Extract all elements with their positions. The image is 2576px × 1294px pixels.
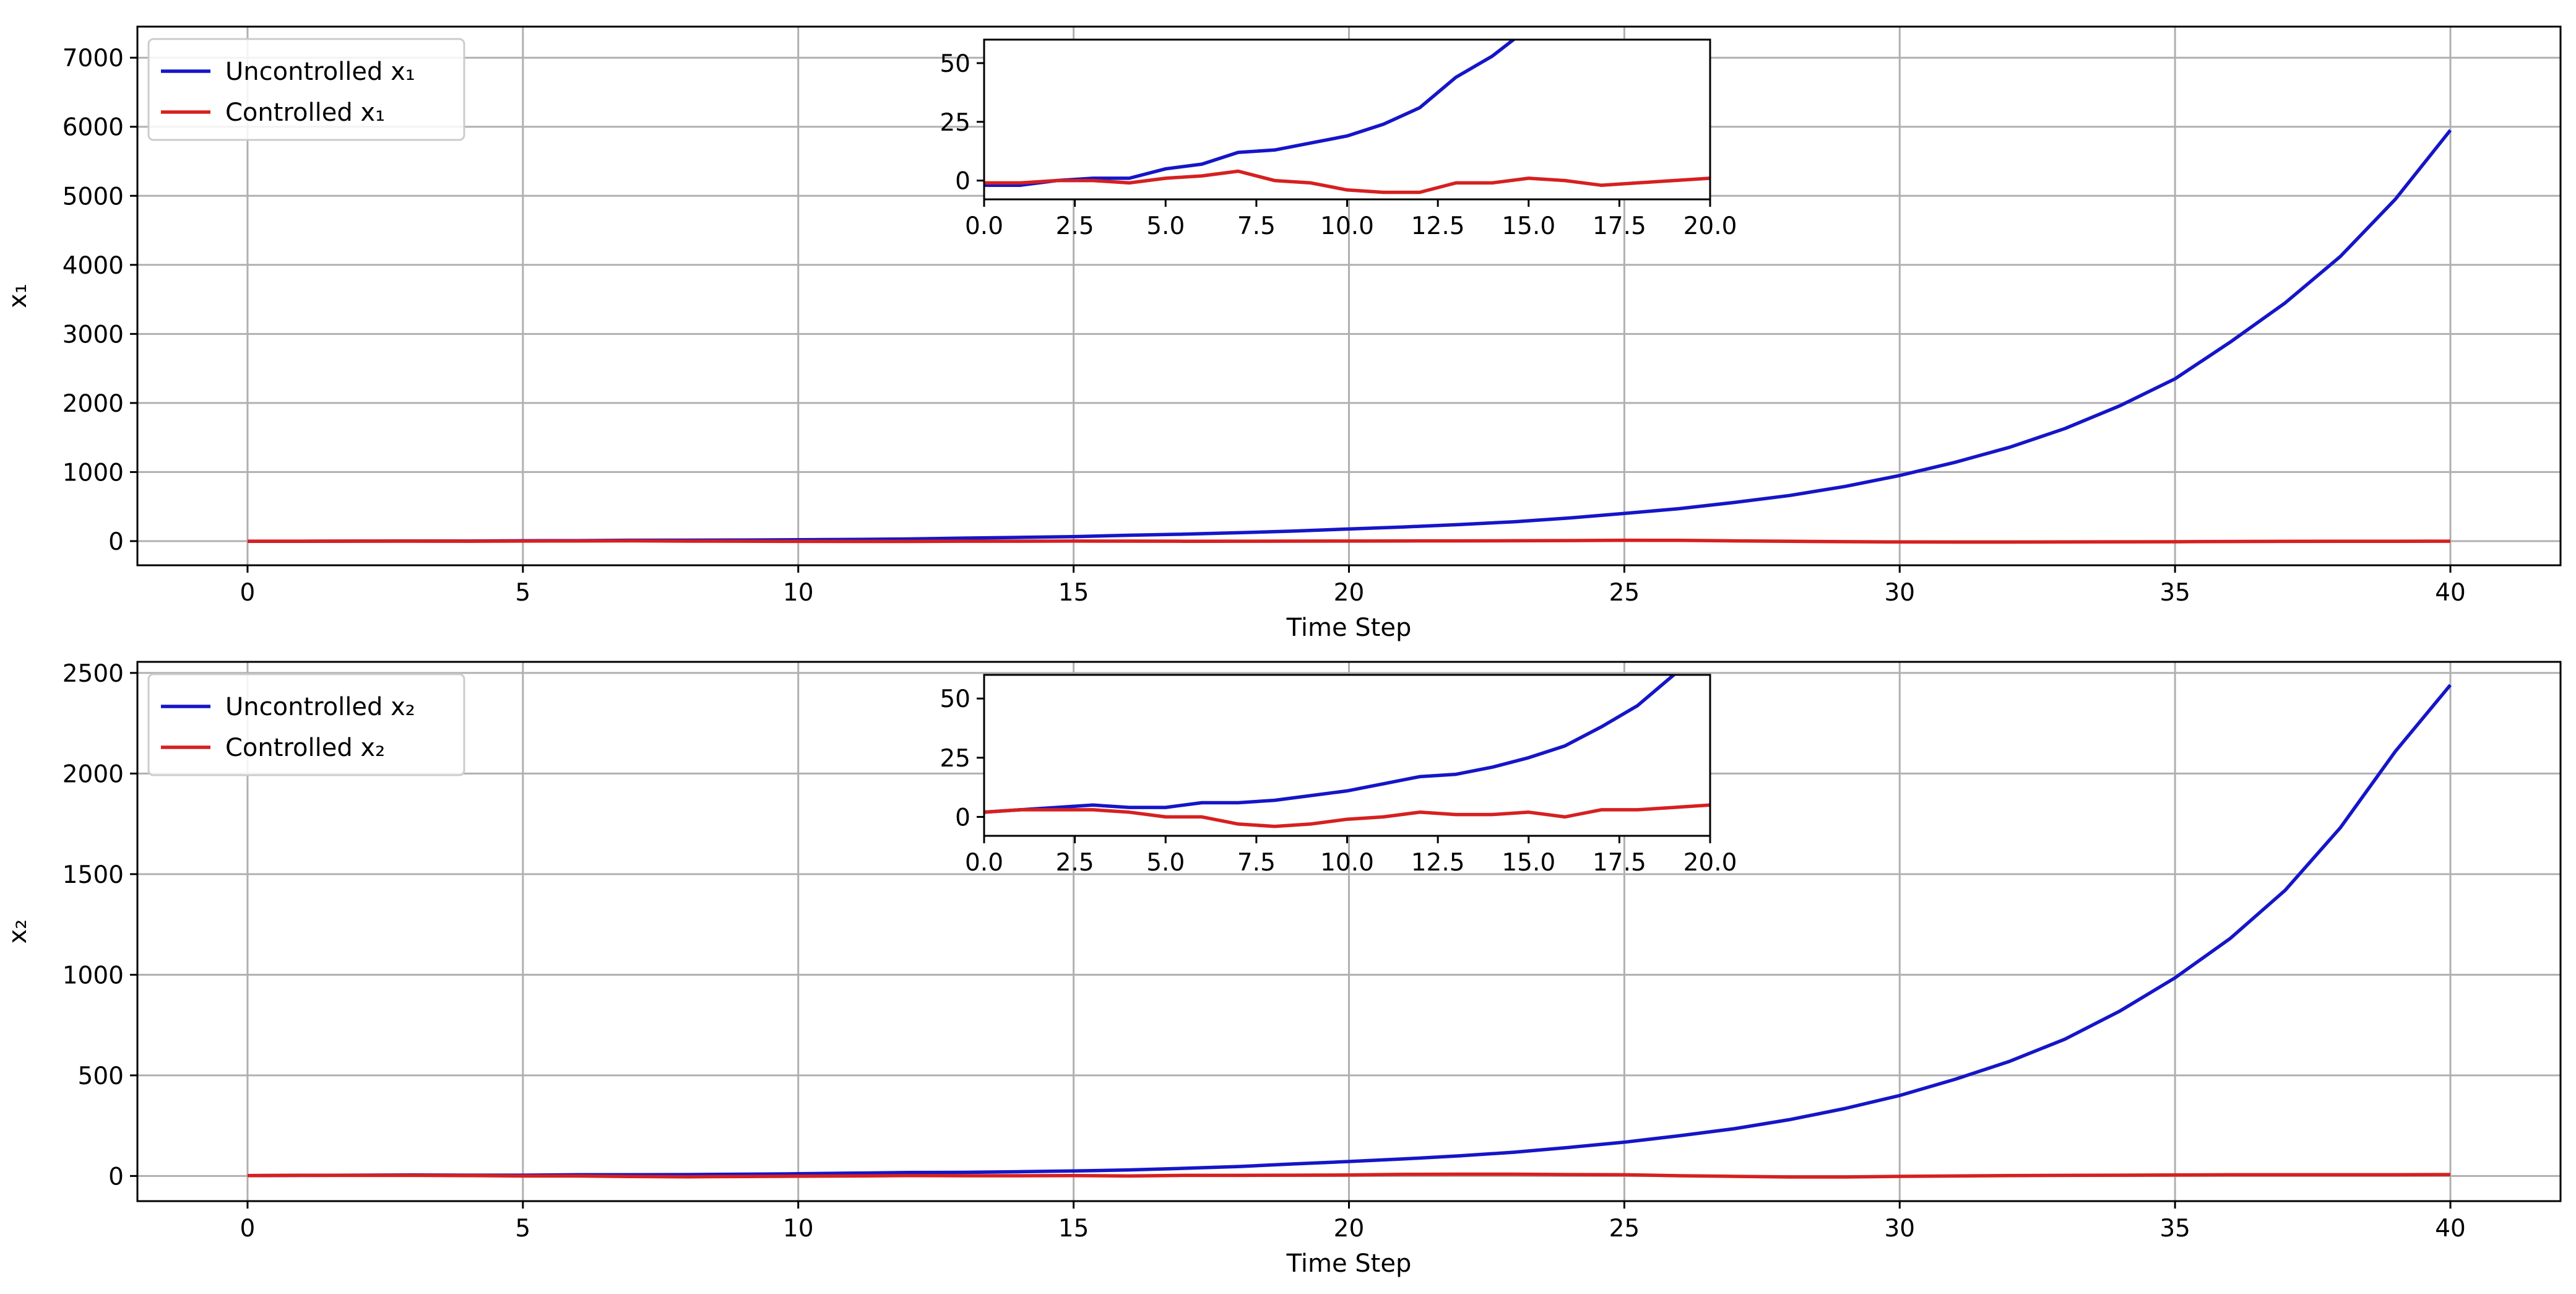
inset-uncontrolled-line: [984, 675, 1677, 814]
inset-x-tick-label: 7.5: [1237, 849, 1276, 877]
y-tick-label: 5000: [63, 183, 124, 211]
legend-box: [147, 673, 465, 776]
inset-x-tick-label: 15.0: [1502, 212, 1555, 240]
inset-x-tick-label: 12.5: [1411, 212, 1465, 240]
inset-x-tick-label: 7.5: [1237, 212, 1276, 240]
inset-x-tick-label: 10.0: [1320, 212, 1374, 240]
inset-x-tick-label: 20.0: [1683, 849, 1737, 877]
y-tick-label: 2000: [63, 760, 124, 788]
y-tick-label: 1500: [63, 861, 124, 889]
x-tick-label: 30: [1884, 1215, 1915, 1243]
y-axis-label: x₁: [4, 284, 32, 308]
x-tick-label: 35: [2159, 579, 2190, 607]
y-tick-label: 1000: [63, 459, 124, 487]
x-tick-label: 15: [1058, 579, 1089, 607]
x-tick-label: 30: [1884, 579, 1915, 607]
y-tick-label: 6000: [63, 114, 124, 142]
legend-label: Uncontrolled x₂: [225, 693, 415, 721]
inset-x-tick-label: 15.0: [1502, 849, 1555, 877]
inset-plot: 0.0 2.5 5.0 7.5 10.0 12.5 15.0 17.5 20.0 0 25 50: [940, 38, 1737, 240]
inset-x-tick-label: 12.5: [1411, 849, 1465, 877]
inset-x-tick-label: 0.0: [965, 849, 1003, 877]
controlled-series-line: [248, 538, 2451, 544]
inset-y-tick-label: 50: [940, 685, 970, 713]
y-tick-label: 1000: [63, 962, 124, 989]
legend: Uncontrolled x₂ Controlled x₂: [147, 673, 465, 776]
y-tick-label: 4000: [63, 252, 124, 280]
y-tick-label: 500: [78, 1062, 124, 1090]
inset-y-tick-label: 0: [955, 804, 970, 832]
inset-x-tick-label: 2.5: [1056, 212, 1094, 240]
inset-background: [984, 675, 1710, 836]
inset-x-tick-label: 17.5: [1593, 849, 1646, 877]
x-tick-label: 0: [240, 1215, 256, 1243]
x-tick-label: 5: [515, 579, 530, 607]
inset-background: [984, 40, 1710, 199]
legend-label: Controlled x₂: [225, 734, 385, 762]
y-tick-label: 2500: [63, 660, 124, 688]
x-tick-label: 20: [1334, 1215, 1365, 1243]
y-axis-label: x₂: [4, 919, 32, 944]
inset-x-tick-label: 0.0: [965, 212, 1003, 240]
x-axis-label: Time Step: [1286, 614, 1412, 642]
inset-x-tick-label: 5.0: [1146, 849, 1185, 877]
inset-x-tick-label: 2.5: [1056, 849, 1094, 877]
legend-label: Controlled x₁: [225, 98, 385, 127]
inset-controlled-line: [984, 803, 1710, 828]
inset-x-tick-label: 17.5: [1593, 212, 1646, 240]
inset-x-tick-label: 10.0: [1320, 849, 1374, 877]
legend: Uncontrolled x₁ Controlled x₁: [147, 38, 465, 141]
x-tick-label: 20: [1334, 579, 1365, 607]
x-tick-label: 15: [1058, 1215, 1089, 1243]
inset-y-tick-label: 0: [955, 168, 970, 196]
y-tick-label: 3000: [63, 321, 124, 349]
inset-y-tick-label: 50: [940, 50, 970, 78]
y-tick-label: 7000: [63, 45, 124, 72]
x-tick-label: 10: [783, 579, 814, 607]
x-tick-label: 5: [515, 1215, 530, 1243]
inset-y-tick-label: 25: [940, 745, 970, 773]
y-tick-label: 0: [108, 1163, 124, 1191]
inset-controlled-line: [984, 169, 1710, 194]
inset-y-tick-label: 25: [940, 109, 970, 137]
x-tick-label: 0: [240, 579, 256, 607]
subplot-1: 0 5 10 15 20 25 30 35 40 0 1000 2000 3000 4000 5000 600…: [4, 25, 2562, 642]
subplot-2: 0 5 10 15 20 25 30 35 4005001000150020002500Time…: [4, 660, 2562, 1278]
inset-x-tick-label: 5.0: [1146, 212, 1185, 240]
x-tick-label: 25: [1609, 579, 1640, 607]
x-tick-label: 40: [2435, 579, 2466, 607]
legend-label: Uncontrolled x₁: [225, 58, 415, 86]
inset-x-tick-label: 20.0: [1683, 212, 1737, 240]
inset-plot: 0.0 2.5 5.0 7.5 10.0 12.5 15.0 17.5 20.0 0 25 50: [940, 674, 1737, 877]
controlled-series-line: [247, 1172, 2451, 1179]
legend-box: [147, 38, 465, 141]
inset-uncontrolled-line: [984, 40, 1516, 187]
x-axis-label: Time Step: [1286, 1249, 1412, 1278]
x-tick-label: 40: [2435, 1215, 2466, 1243]
y-tick-label: 0: [108, 528, 124, 556]
x-tick-label: 10: [783, 1215, 814, 1243]
x-tick-label: 25: [1609, 1215, 1640, 1243]
y-tick-label: 2000: [63, 390, 124, 418]
x-tick-label: 35: [2159, 1215, 2190, 1243]
